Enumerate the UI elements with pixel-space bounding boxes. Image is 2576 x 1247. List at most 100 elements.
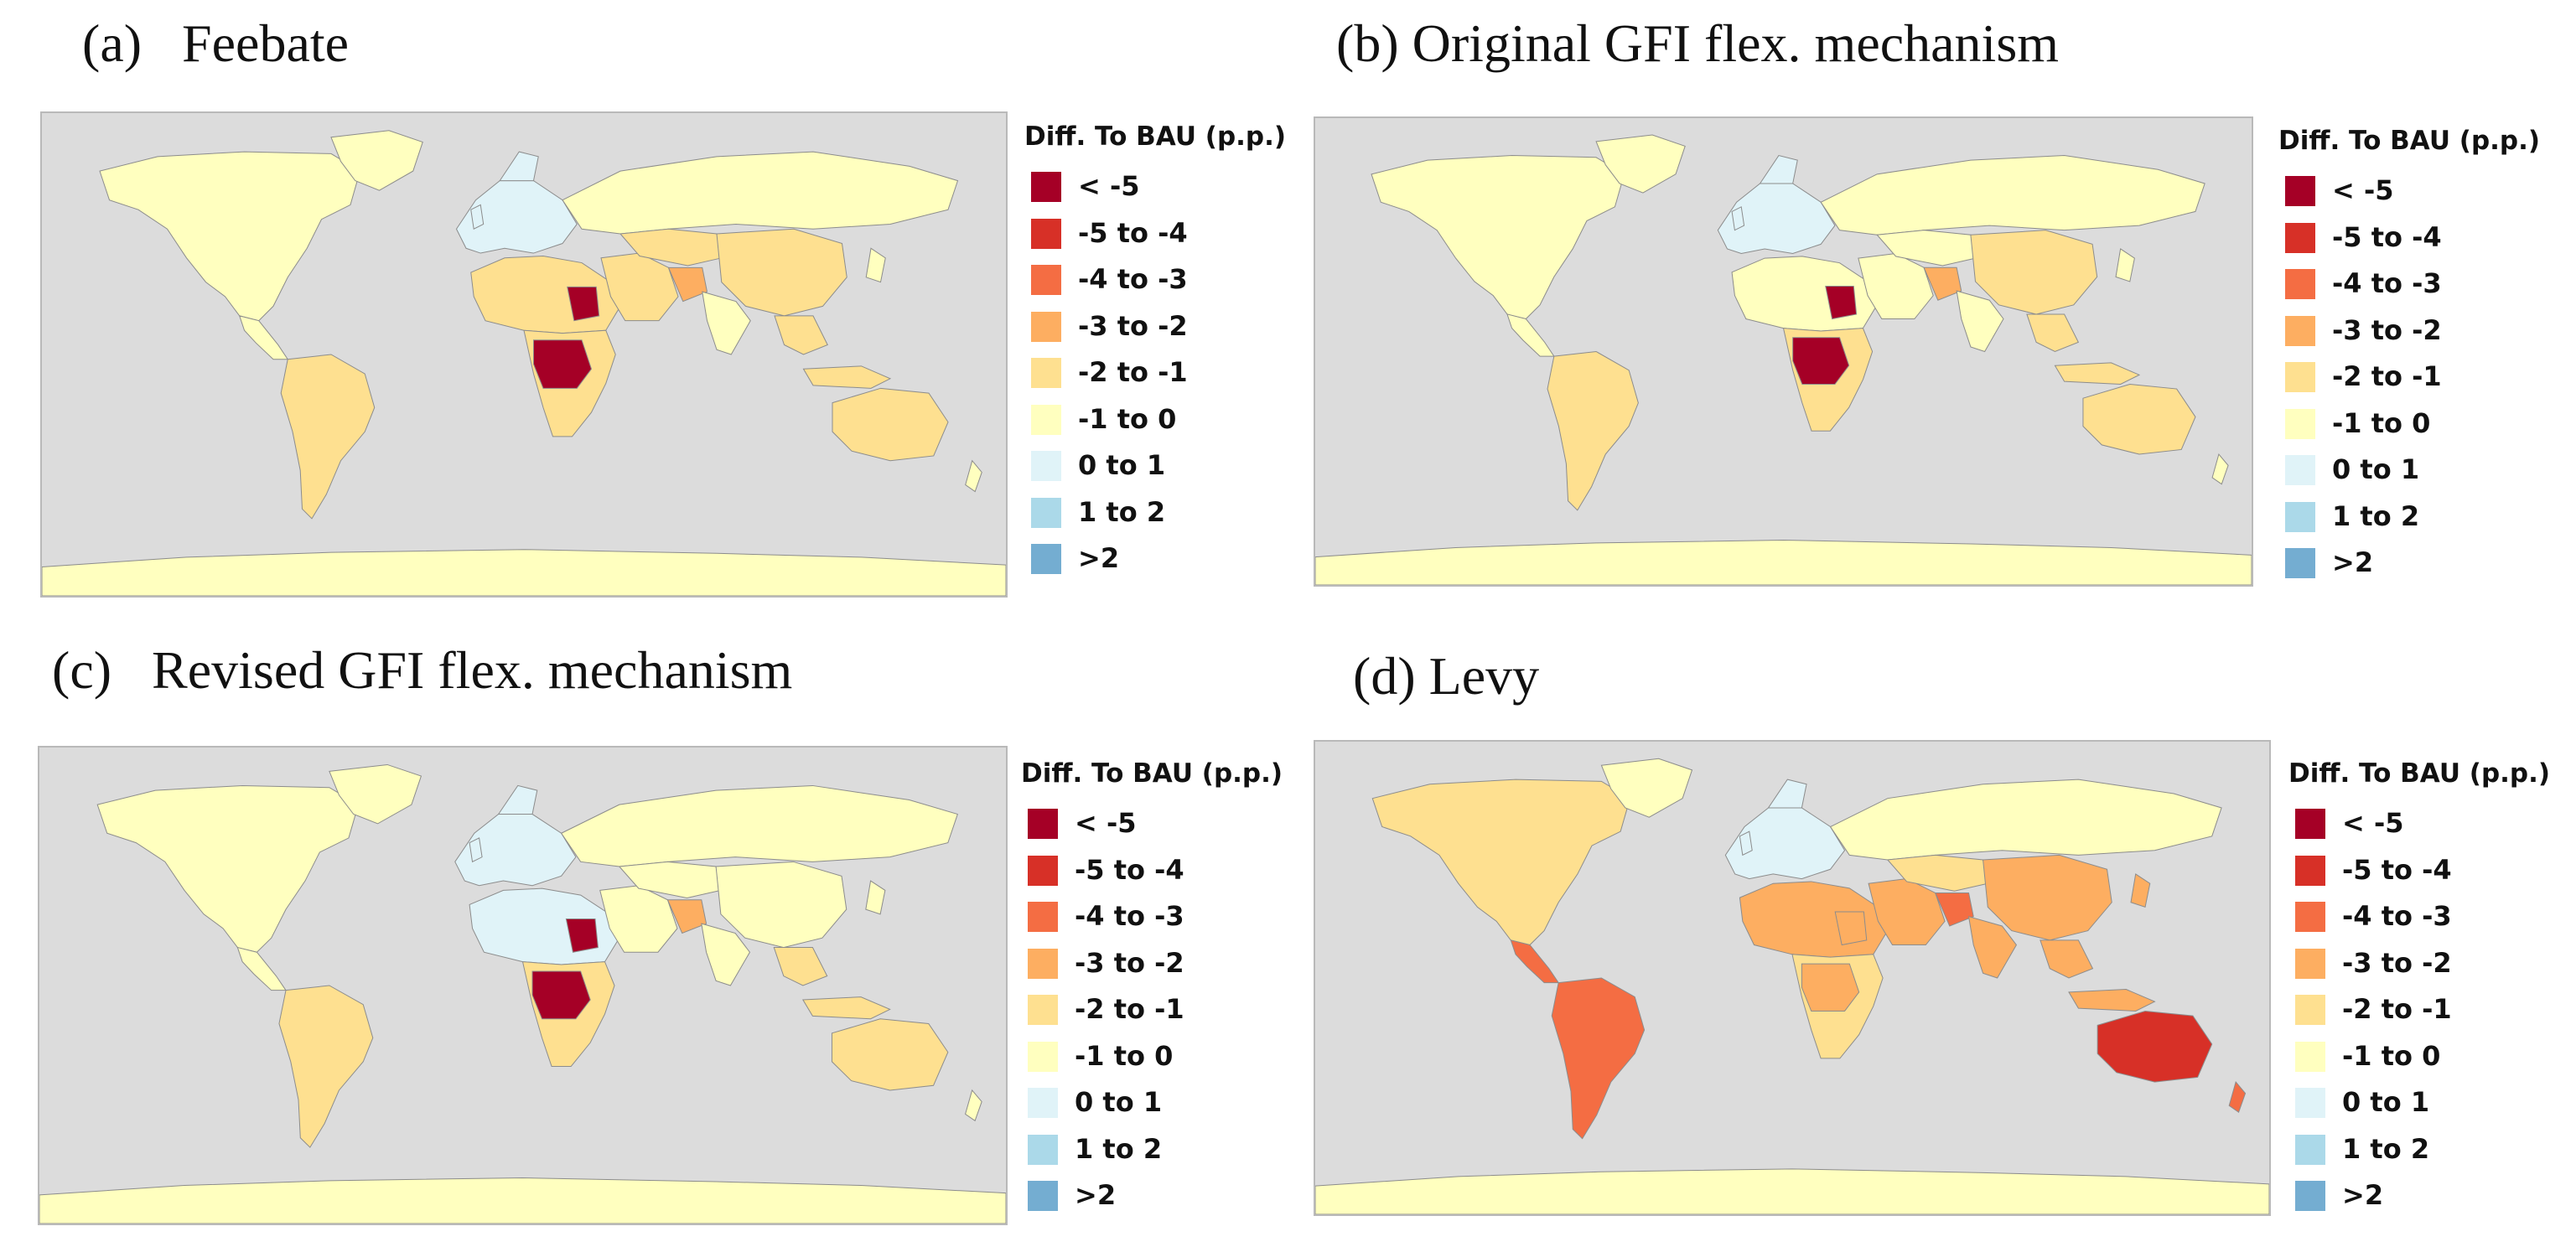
- legend-label: -4 to -3: [1075, 900, 1184, 932]
- legend-label: 1 to 2: [2332, 499, 2420, 532]
- legend-label: 1 to 2: [1075, 1132, 1163, 1165]
- region-uk: [1739, 831, 1752, 855]
- panel-title: (a) Feebate: [82, 13, 350, 73]
- region-china: [716, 862, 847, 947]
- region-antarctica: [39, 1177, 1006, 1224]
- legend-label: < -5: [2342, 807, 2404, 839]
- region-centralAmerica: [237, 948, 286, 991]
- legend-swatch: [1028, 902, 1058, 932]
- legend-swatch: [2295, 902, 2325, 932]
- region-nz: [2229, 1082, 2245, 1112]
- region-india: [702, 924, 750, 986]
- legend-label: -2 to -1: [1075, 993, 1184, 1025]
- region-scandinavia: [499, 785, 537, 814]
- legend-label: >2: [2332, 546, 2374, 578]
- legend-swatch: [1031, 451, 1061, 481]
- legend-label: -1 to 0: [1075, 1039, 1174, 1072]
- region-antarctica: [42, 550, 1006, 596]
- region-indonesia: [804, 366, 891, 388]
- legend-label: -2 to -1: [1078, 356, 1188, 388]
- legend-swatch: [2295, 1134, 2325, 1165]
- region-africaCentral: [1801, 964, 1858, 1011]
- region-nz: [966, 461, 982, 492]
- legend-swatch: [2295, 1181, 2325, 1211]
- region-centralAmerica: [1511, 940, 1558, 983]
- region-northAmerica: [97, 785, 358, 952]
- legend-title: Diff. To BAU (p.p.): [1024, 122, 1287, 152]
- legend-label: 0 to 1: [1078, 449, 1166, 481]
- region-chad: [566, 918, 598, 952]
- region-seAsia: [2027, 314, 2078, 352]
- region-pakistan: [669, 267, 707, 301]
- legend-swatch: [2285, 315, 2315, 346]
- region-pakistan: [1936, 893, 1974, 925]
- legend-swatch: [1031, 358, 1061, 388]
- region-antarctica: [1315, 1169, 2269, 1214]
- map-svg: [39, 748, 1006, 1224]
- legend-label: < -5: [1075, 807, 1137, 839]
- legend-label: 1 to 2: [2342, 1132, 2430, 1165]
- legend-swatch: [2285, 269, 2315, 299]
- legend-swatch: [1031, 544, 1061, 574]
- region-china: [717, 229, 847, 316]
- region-japan: [2116, 249, 2134, 282]
- region-greenland: [331, 131, 422, 190]
- region-indonesia: [803, 997, 890, 1019]
- region-indonesia: [2069, 990, 2154, 1012]
- region-pakistan: [667, 900, 706, 934]
- legend-swatch: [1031, 172, 1061, 202]
- panel-title: (c) Revised GFI flex. mechanism: [52, 640, 793, 700]
- legend-swatch: [2285, 408, 2315, 439]
- region-europe: [457, 181, 578, 253]
- legend-label: 0 to 1: [2342, 1086, 2430, 1118]
- legend-label: -5 to -4: [2332, 220, 2442, 253]
- legend-swatch: [1028, 1088, 1058, 1118]
- legend-label: 0 to 1: [1075, 1086, 1163, 1118]
- region-northAmerica: [100, 152, 360, 321]
- legend-label: -3 to -2: [2332, 313, 2442, 346]
- region-chad: [1826, 287, 1857, 319]
- legend-label: -5 to -4: [2342, 853, 2452, 886]
- region-indonesia: [2055, 363, 2139, 385]
- region-uk: [1732, 207, 1744, 230]
- region-southAmerica: [279, 986, 373, 1147]
- legend-label: >2: [1075, 1179, 1117, 1211]
- region-southAmerica: [1547, 352, 1638, 510]
- region-australia: [2083, 384, 2195, 454]
- region-chad: [1835, 912, 1867, 944]
- region-australia: [2097, 1011, 2212, 1082]
- region-southAmerica: [281, 354, 375, 519]
- world-map: [1314, 740, 2271, 1216]
- region-northAmerica: [1372, 779, 1630, 944]
- legend-label: -4 to -3: [2342, 900, 2452, 932]
- region-scandinavia: [1769, 779, 1807, 808]
- legend-swatch: [2295, 809, 2325, 839]
- region-australia: [832, 1019, 947, 1090]
- region-northAmerica: [1371, 156, 1625, 319]
- region-seAsia: [2040, 940, 2093, 978]
- region-india: [1957, 291, 2003, 351]
- region-japan: [2131, 874, 2150, 907]
- world-map: [38, 746, 1008, 1225]
- legend-label: -4 to -3: [1078, 263, 1188, 295]
- legend-swatch: [1028, 855, 1058, 886]
- panel-title: (d) Levy: [1353, 646, 1540, 706]
- region-africaCentral: [534, 340, 592, 389]
- region-europe: [1725, 808, 1844, 879]
- legend-swatch: [1031, 265, 1061, 295]
- legend-label: >2: [1078, 542, 1120, 574]
- legend-label: -1 to 0: [2342, 1039, 2441, 1072]
- legend-label: 0 to 1: [2332, 453, 2420, 485]
- legend-swatch: [1028, 948, 1058, 979]
- region-europe: [455, 815, 576, 886]
- legend-label: -1 to 0: [1078, 402, 1177, 435]
- region-centralAmerica: [1507, 314, 1554, 356]
- legend-swatch: [2285, 222, 2315, 253]
- legend-swatch: [2295, 948, 2325, 979]
- region-india: [702, 292, 751, 354]
- map-svg: [1315, 742, 2269, 1214]
- region-china: [1983, 855, 2112, 940]
- legend-swatch: [2285, 362, 2315, 392]
- region-europe: [1718, 184, 1835, 254]
- region-africaCentral: [532, 971, 590, 1019]
